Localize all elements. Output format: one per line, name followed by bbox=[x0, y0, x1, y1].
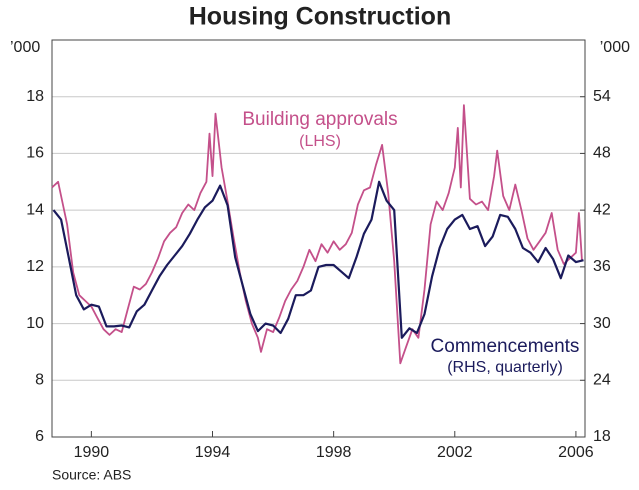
y2-tick-label: 30 bbox=[593, 315, 611, 332]
x-tick-label: 2006 bbox=[558, 444, 594, 461]
y-tick-label: 10 bbox=[26, 315, 44, 332]
x-tick-label: 1990 bbox=[74, 444, 110, 461]
y2-axis-label: ’000 bbox=[600, 39, 630, 56]
y-axis-label: ’000 bbox=[10, 39, 40, 56]
y-tick-label: 12 bbox=[26, 258, 44, 275]
annotation: (LHS) bbox=[299, 133, 341, 150]
y-tick-label: 6 bbox=[35, 428, 44, 445]
y2-tick-label: 18 bbox=[593, 428, 611, 445]
y2-tick-label: 54 bbox=[593, 88, 611, 105]
y-tick-label: 8 bbox=[35, 372, 44, 389]
y-tick-label: 18 bbox=[26, 88, 44, 105]
y-tick-label: 16 bbox=[26, 145, 44, 162]
x-tick-label: 1994 bbox=[195, 444, 231, 461]
source: Source: ABS bbox=[52, 467, 131, 483]
annotation: (RHS, quarterly) bbox=[447, 359, 563, 376]
y2-tick-label: 36 bbox=[593, 258, 611, 275]
annotation: Building approvals bbox=[242, 109, 397, 130]
y2-tick-label: 24 bbox=[593, 372, 611, 389]
y-tick-label: 14 bbox=[26, 201, 44, 218]
annotation: Commencements bbox=[431, 336, 580, 357]
series-line bbox=[51, 104, 583, 365]
x-tick-label: 2002 bbox=[437, 444, 473, 461]
y2-tick-label: 48 bbox=[593, 145, 611, 162]
series-line bbox=[52, 180, 584, 339]
y2-tick-label: 42 bbox=[593, 201, 611, 218]
plot-frame bbox=[51, 39, 586, 438]
chart-title: Housing Construction bbox=[189, 3, 451, 31]
x-tick-label: 1998 bbox=[316, 444, 352, 461]
